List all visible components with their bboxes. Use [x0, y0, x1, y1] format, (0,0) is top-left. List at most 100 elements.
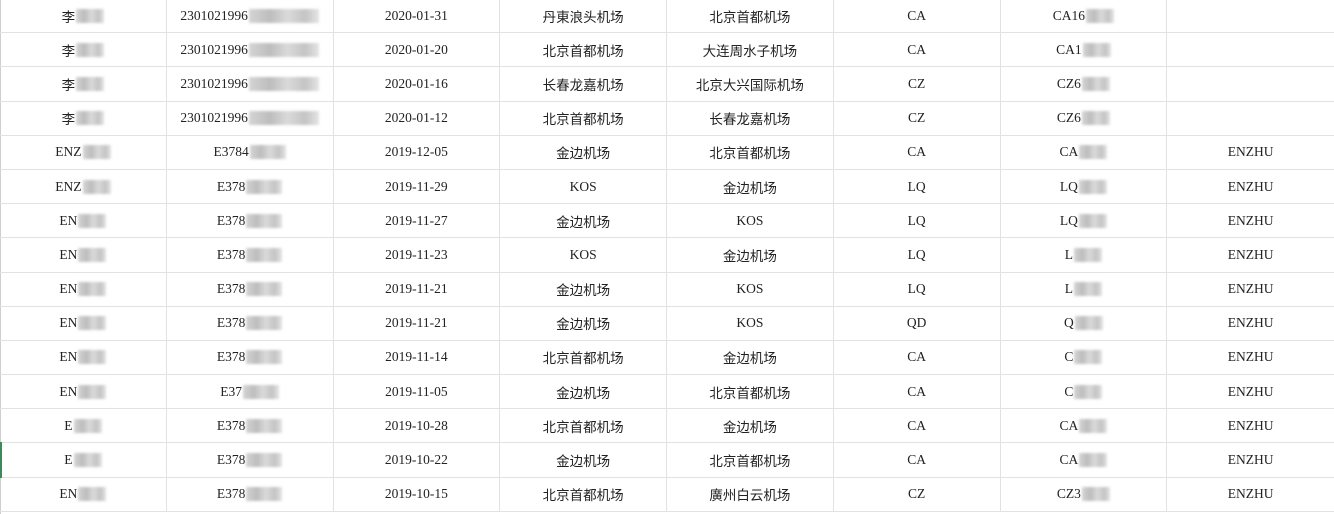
cell-passenger[interactable]: ENZHU [1167, 375, 1334, 408]
cell-to[interactable]: 北京首都机场 [667, 443, 834, 477]
cell-passenger[interactable]: ENZHU [1167, 478, 1334, 511]
cell-airline[interactable]: LQ [834, 204, 1001, 238]
cell-name[interactable]: EN [0, 272, 167, 306]
cell-flight[interactable]: CA [1001, 443, 1168, 477]
cell-date[interactable]: 2019-11-21 [334, 306, 501, 340]
cell-id[interactable]: E378 [167, 238, 334, 272]
table-row[interactable]: EN E378 2019-11-27 金边机场 KOS LQ LQ ENZHU [0, 204, 1334, 239]
cell-name[interactable]: EN [0, 238, 167, 272]
cell-to[interactable]: 金边机场 [667, 340, 834, 375]
cell-from[interactable]: 北京首都机场 [500, 33, 667, 67]
cell-airline[interactable]: CA [834, 340, 1001, 375]
cell-airline[interactable]: CZ [834, 67, 1001, 101]
cell-flight[interactable]: CZ6 [1001, 101, 1168, 135]
cell-from[interactable]: 金边机场 [500, 306, 667, 340]
cell-name[interactable]: 李 [0, 67, 167, 101]
cell-airline[interactable]: CA [834, 0, 1001, 33]
cell-from[interactable]: 北京首都机场 [500, 477, 667, 511]
cell-flight[interactable]: CA16 [1001, 0, 1168, 33]
cell-airline[interactable]: LQ [834, 272, 1001, 306]
cell-id[interactable]: E378 [167, 340, 334, 375]
cell-id[interactable]: E37 [167, 375, 334, 409]
cell-date[interactable]: 2020-01-31 [334, 0, 501, 33]
cell-flight[interactable]: LQ [1001, 169, 1168, 204]
cell-airline[interactable]: CA [834, 443, 1001, 477]
cell-date[interactable]: 2019-11-27 [334, 204, 501, 238]
cell-id[interactable]: 2301021996 [167, 101, 334, 135]
cell-to[interactable]: 北京首都机场 [667, 375, 834, 409]
cell-name[interactable]: EN [0, 204, 167, 238]
cell-airline[interactable]: CA [834, 375, 1001, 409]
cell-flight[interactable]: CA [1001, 409, 1168, 443]
cell-to[interactable]: 北京首都机场 [667, 0, 834, 33]
cell-date[interactable]: 2019-11-21 [334, 272, 501, 306]
cell-flight[interactable]: Q [1001, 306, 1168, 340]
cell-flight[interactable]: LQ [1001, 204, 1168, 238]
cell-from[interactable]: 金边机场 [500, 375, 667, 409]
cell-id[interactable]: E378 [167, 409, 334, 443]
cell-date[interactable]: 2019-10-28 [334, 409, 501, 443]
cell-flight[interactable]: L [1001, 272, 1168, 306]
cell-id[interactable]: E3784 [167, 135, 334, 169]
cell-date[interactable]: 2020-01-16 [334, 67, 501, 101]
cell-flight[interactable]: CA [1001, 135, 1168, 169]
cell-date[interactable]: 2020-01-20 [334, 33, 501, 67]
cell-to[interactable]: 大连周水子机场 [667, 33, 834, 67]
cell-airline[interactable]: LQ [834, 238, 1001, 272]
cell-flight[interactable]: CA1 [1001, 33, 1168, 67]
cell-passenger[interactable]: ENZHU [1167, 238, 1334, 271]
cell-id[interactable]: 2301021996 [167, 33, 334, 67]
cell-date[interactable]: 2019-11-05 [334, 375, 501, 409]
cell-date[interactable]: 2020-01-12 [334, 101, 501, 135]
cell-name[interactable]: ENZ [0, 169, 167, 204]
cell-passenger[interactable]: ENZHU [1167, 273, 1334, 306]
table-row[interactable]: ENZ E3784 2019-12-05 金边机场 北京首都机场 CA CA ENZHU [0, 135, 1334, 170]
table-row[interactable]: EN E378 2019-10-15 北京首都机场 廣州白云机场 CZ CZ3 ENZHU [0, 477, 1334, 512]
cell-id[interactable]: E378 [167, 204, 334, 238]
cell-passenger[interactable] [1167, 67, 1334, 100]
cell-airline[interactable]: CA [834, 33, 1001, 67]
cell-date[interactable]: 2019-10-22 [334, 443, 501, 477]
cell-id[interactable]: E378 [167, 477, 334, 511]
cell-id[interactable]: 2301021996 [167, 0, 334, 33]
cell-to[interactable]: 金边机场 [667, 238, 834, 272]
cell-to[interactable]: 北京大兴国际机场 [667, 67, 834, 101]
cell-from[interactable]: 金边机场 [500, 135, 667, 169]
cell-airline[interactable]: CZ [834, 477, 1001, 511]
table-row[interactable]: 李 2301021996 2020-01-31 丹東浪头机场 北京首都机场 CA CA16 [0, 0, 1334, 34]
table-row[interactable]: EN E37 2019-11-05 金边机场 北京首都机场 CA C ENZHU [0, 375, 1334, 410]
cell-from[interactable]: KOS [500, 169, 667, 204]
cell-passenger[interactable]: ENZHU [1167, 204, 1334, 237]
cell-from[interactable]: 北京首都机场 [500, 409, 667, 443]
cell-name[interactable]: EN [0, 306, 167, 340]
cell-flight[interactable]: C [1001, 340, 1168, 375]
cell-passenger[interactable] [1167, 0, 1334, 32]
cell-name[interactable]: ENZ [0, 135, 167, 169]
cell-airline[interactable]: CA [834, 135, 1001, 169]
table-row[interactable]: EN E378 2019-11-21 金边机场 KOS QD Q ENZHU [0, 306, 1334, 341]
cell-to[interactable]: 北京首都机场 [667, 135, 834, 169]
table-row[interactable]: 李 2301021996 2020-01-20 北京首都机场 大连周水子机场 CA CA1 [0, 33, 1334, 68]
cell-passenger[interactable] [1167, 33, 1334, 66]
cell-date[interactable]: 2019-12-05 [334, 135, 501, 169]
table-row[interactable]: 李 2301021996 2020-01-16 长春龙嘉机场 北京大兴国际机场 CZ CZ6 [0, 67, 1334, 102]
cell-from[interactable]: KOS [500, 238, 667, 272]
table-row[interactable]: E E378 2019-10-22 金边机场 北京首都机场 CA CA ENZHU [0, 443, 1334, 478]
cell-passenger[interactable]: ENZHU [1167, 136, 1334, 169]
cell-from[interactable]: 北京首都机场 [500, 340, 667, 375]
cell-to[interactable]: 金边机场 [667, 169, 834, 204]
cell-to[interactable]: KOS [667, 204, 834, 238]
cell-from[interactable]: 北京首都机场 [500, 101, 667, 135]
cell-name[interactable]: EN [0, 477, 167, 511]
table-row[interactable]: EN E378 2019-11-23 KOS 金边机场 LQ L ENZHU [0, 238, 1334, 273]
cell-airline[interactable]: CZ [834, 101, 1001, 135]
table-row[interactable]: ENZ E378 2019-11-29 KOS 金边机场 LQ LQ ENZHU [0, 169, 1334, 205]
cell-name[interactable]: EN [0, 340, 167, 375]
cell-from[interactable]: 金边机场 [500, 272, 667, 306]
cell-passenger[interactable] [1167, 102, 1334, 135]
cell-id[interactable]: E378 [167, 443, 334, 477]
cell-from[interactable]: 金边机场 [500, 204, 667, 238]
cell-passenger[interactable]: ENZHU [1167, 170, 1334, 203]
cell-to[interactable]: 廣州白云机场 [667, 477, 834, 511]
cell-flight[interactable]: C [1001, 375, 1168, 409]
